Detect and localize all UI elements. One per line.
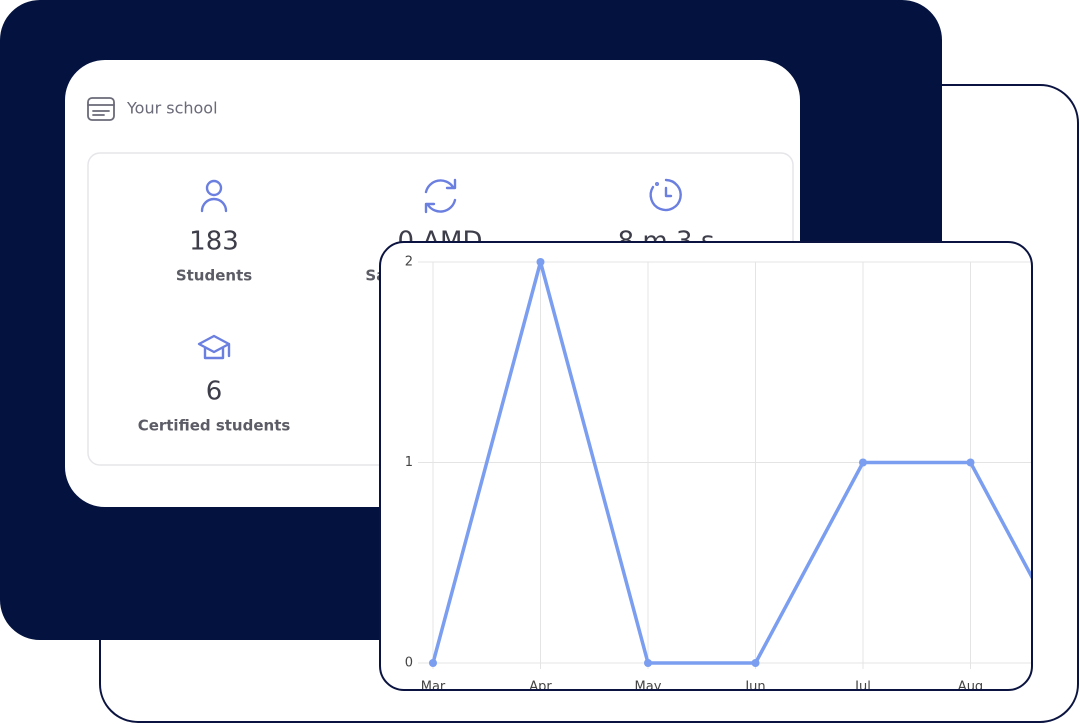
x-tick-label: Aug: [958, 680, 983, 695]
cap-icon: [197, 334, 231, 360]
stat-value: 183: [189, 227, 239, 257]
chart-card-bg: [380, 242, 1032, 690]
x-tick-label: May: [635, 680, 662, 695]
timer-icon: [649, 178, 682, 212]
y-tick-label: 2: [405, 255, 413, 270]
point: [966, 458, 975, 467]
chart-card-border: [379, 241, 1033, 691]
x-tick-label: Jun: [744, 680, 765, 695]
y-tick-label: 1: [405, 455, 413, 470]
user-icon: [200, 179, 228, 213]
point: [536, 258, 545, 266]
x-tick-label: Apr: [529, 680, 552, 695]
chart: 0 1 2 Mar Apr May Jun Jul Aug: [405, 255, 1032, 695]
card-title: Your school: [126, 99, 218, 118]
point: [429, 659, 437, 667]
sync-icon: [424, 178, 457, 214]
stat-label: Certified students: [138, 417, 291, 435]
x-tick-label: Jul: [854, 680, 871, 695]
point: [644, 659, 652, 667]
point: [859, 458, 867, 467]
stat-value: 6: [206, 377, 223, 407]
school-icon: [87, 97, 115, 121]
y-tick-label: 0: [405, 656, 413, 671]
stat-label: Students: [176, 267, 252, 285]
x-tick-label: Mar: [421, 680, 446, 695]
point: [751, 659, 760, 667]
